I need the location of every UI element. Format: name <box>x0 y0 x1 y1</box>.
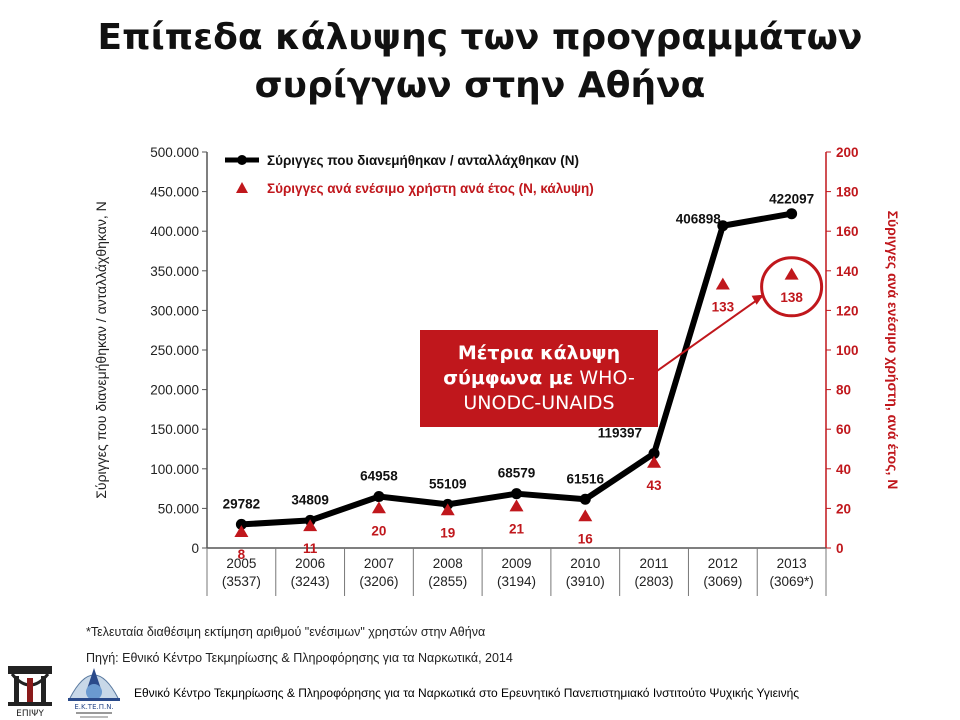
footnote: *Τελευταία διαθέσιμη εκτίμηση αριθμού "ε… <box>86 625 486 639</box>
x-tick-users: (3194) <box>497 574 536 589</box>
left-tick-label: 500.000 <box>150 145 199 160</box>
left-tick-label: 250.000 <box>150 343 199 358</box>
ektepn-logo: Ε.Κ.ΤΕ.Π.Ν. <box>68 668 120 718</box>
coverage-triangle <box>647 455 662 468</box>
coverage-triangle <box>509 499 524 512</box>
right-tick-label: 160 <box>836 224 859 239</box>
right-tick-label: 140 <box>836 264 859 279</box>
x-tick-users: (2855) <box>428 574 467 589</box>
callout-arrow <box>639 295 763 384</box>
y2-axis-title: Σύριγγες ανά ενέσιμο χρήστη, ανά έτος, N <box>885 211 901 490</box>
coverage-triangle <box>715 277 730 290</box>
x-tick-year: 2010 <box>570 556 600 571</box>
distributed-data-label: 68579 <box>498 466 536 481</box>
x-tick-year: 2011 <box>640 556 669 571</box>
legend-line-point <box>237 155 247 165</box>
distributed-data-label: 55109 <box>429 476 467 491</box>
x-tick-users: (3910) <box>566 574 605 589</box>
epipsy-logo: ΕΠΙΨΥ <box>8 666 52 718</box>
x-tick-users: (2803) <box>635 574 674 589</box>
x-tick-year: 2009 <box>501 556 531 571</box>
distributed-point <box>579 493 591 505</box>
legend-label-coverage: Σύριγγες ανά ενέσιμο χρήστη ανά έτος (N,… <box>267 181 594 196</box>
x-tick-users: (3206) <box>359 574 398 589</box>
callout-bold-text: Μέτρια κάλυψη σύμφωνα με <box>443 342 621 389</box>
right-tick-label: 180 <box>836 185 859 200</box>
institution-footer: Εθνικό Κέντρο Τεκμηρίωσης & Πληροφόρησης… <box>134 686 800 700</box>
x-tick-users: (3243) <box>291 574 330 589</box>
left-tick-label: 200.000 <box>150 383 199 398</box>
x-tick-year: 2006 <box>295 556 325 571</box>
coverage-triangle <box>303 519 318 532</box>
callout-arrowhead <box>751 294 764 305</box>
distributed-data-label: 34809 <box>291 492 329 507</box>
distributed-data-label: 422097 <box>769 192 814 207</box>
coverage-triangle <box>784 267 799 280</box>
coverage-callout: Μέτρια κάλυψη σύμφωνα με WHO-UNODC-UNAID… <box>420 330 658 427</box>
distributed-point <box>511 488 522 500</box>
x-tick-year: 2013 <box>777 556 807 571</box>
left-tick-label: 100.000 <box>150 462 199 477</box>
distributed-data-label: 406898 <box>676 212 722 227</box>
coverage-data-label: 8 <box>238 547 246 562</box>
right-tick-label: 200 <box>836 145 859 160</box>
x-tick-year: 2007 <box>364 556 394 571</box>
epipsy-caption: ΕΠΙΨΥ <box>16 709 44 718</box>
coverage-triangle <box>371 501 386 514</box>
distributed-data-label: 119397 <box>598 425 642 440</box>
ektepn-caption: Ε.Κ.ΤΕ.Π.Ν. <box>74 703 113 711</box>
coverage-data-label: 20 <box>371 523 386 538</box>
page-title: Επίπεδα κάλυψης των προγραμμάτων συρίγγω… <box>40 14 920 110</box>
coverage-data-label: 19 <box>440 525 455 540</box>
source-note: Πηγή: Εθνικό Κέντρο Τεκμηρίωσης & Πληροφ… <box>86 651 513 665</box>
left-tick-label: 0 <box>191 541 199 556</box>
x-tick-users: (3069*) <box>769 574 813 589</box>
legend-label-distributed: Σύριγγες που διανεμήθηκαν / ανταλλάχθηκα… <box>267 153 579 168</box>
x-tick-year: 2005 <box>226 556 256 571</box>
right-tick-label: 0 <box>836 541 844 556</box>
legend-triangle-marker <box>236 182 248 193</box>
distributed-point <box>235 518 247 530</box>
right-tick-label: 40 <box>836 462 851 477</box>
coverage-data-label: 11 <box>303 541 318 556</box>
coverage-triangle <box>578 509 593 522</box>
coverage-triangle <box>440 503 455 516</box>
left-tick-label: 150.000 <box>150 422 199 437</box>
left-tick-label: 50.000 <box>158 501 199 516</box>
coverage-data-label: 138 <box>780 290 803 305</box>
coverage-triangle <box>234 525 249 538</box>
distributed-point <box>373 491 385 503</box>
highlight-circle <box>760 256 824 318</box>
left-tick-label: 450.000 <box>150 185 199 200</box>
left-tick-label: 400.000 <box>150 224 199 239</box>
distributed-data-label: 61516 <box>567 471 605 486</box>
callout-normal-text: WHO-UNODC-UNAIDS <box>463 367 635 414</box>
coverage-data-label: 43 <box>647 478 663 493</box>
distributed-point <box>786 208 798 220</box>
x-tick-users: (3069) <box>703 574 742 589</box>
coverage-data-label: 21 <box>509 521 525 536</box>
distributed-data-label: 29782 <box>223 496 261 511</box>
y-axis-title: Σύριγγες που διανεμήθηκαν / ανταλλάχθηκα… <box>93 201 109 498</box>
right-tick-label: 20 <box>836 501 851 516</box>
left-tick-label: 350.000 <box>150 264 199 279</box>
right-tick-label: 80 <box>836 383 851 398</box>
right-tick-label: 100 <box>836 343 859 358</box>
right-tick-label: 120 <box>836 303 859 318</box>
distributed-point <box>648 447 660 459</box>
title-line-1: Επίπεδα κάλυψης των προγραμμάτων <box>97 17 863 58</box>
left-tick-label: 300.000 <box>150 303 199 318</box>
title-line-2: συρίγγων στην Αθήνα <box>254 65 706 106</box>
right-tick-label: 60 <box>836 422 851 437</box>
coverage-data-label: 16 <box>578 531 594 546</box>
distributed-point <box>717 220 729 232</box>
coverage-data-label: 133 <box>712 300 735 315</box>
x-tick-year: 2008 <box>433 556 463 571</box>
x-tick-year: 2012 <box>708 556 738 571</box>
x-tick-users: (3537) <box>222 574 261 589</box>
distributed-data-label: 64958 <box>360 469 398 484</box>
